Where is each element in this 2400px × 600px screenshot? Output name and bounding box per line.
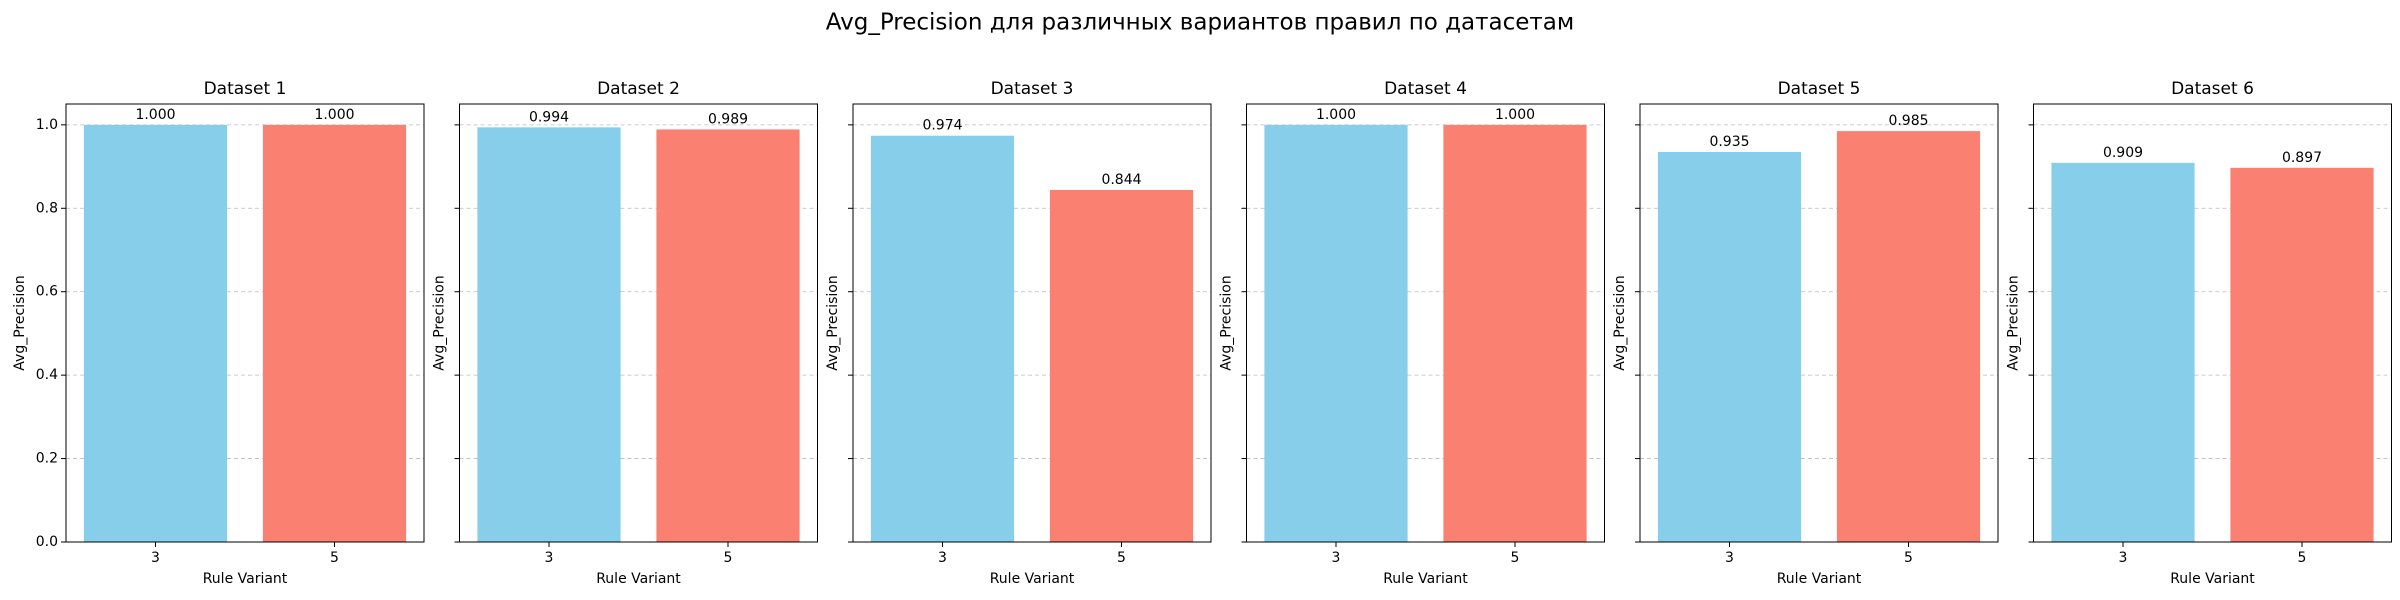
- x-tick-label: 5: [330, 550, 339, 566]
- x-tick-label: 5: [2298, 550, 2307, 566]
- x-tick-label: 3: [2119, 550, 2128, 566]
- value-label: 0.935: [1709, 134, 1749, 150]
- bar: [477, 127, 621, 543]
- value-label: 0.909: [2103, 145, 2143, 161]
- subplot: 0.909 3 0.897 5 Dataset 6 Rule Variant Avg_Pre…: [2006, 79, 2392, 587]
- axes-frame: [1246, 103, 1605, 543]
- x-axis-label: Rule Variant: [990, 571, 1075, 587]
- bar: [2051, 162, 2195, 542]
- subplot-title: Dataset 6: [2171, 79, 2254, 99]
- subplot: 0.0 0.2 0.4 0.6 0.8 1.0 1.000 3 1.000 5 Dataset 1 R…: [12, 79, 425, 587]
- x-tick-label: 3: [1725, 550, 1734, 566]
- axes-frame: [459, 103, 818, 543]
- value-label: 0.897: [2282, 150, 2322, 166]
- x-tick-label: 5: [1117, 550, 1126, 566]
- x-tick-label: 5: [724, 550, 733, 566]
- bar: [1049, 189, 1194, 542]
- subplot: 0.935 3 0.985 5 Dataset 5 Rule Variant Avg_Pre…: [1612, 79, 1999, 587]
- y-axis-label: Avg_Precision: [432, 275, 448, 370]
- y-tick-label: 0.8: [36, 200, 58, 216]
- x-axis-label: Rule Variant: [1777, 571, 1862, 587]
- y-axis-label: Avg_Precision: [1219, 275, 1235, 370]
- value-label: 1.000: [135, 107, 175, 123]
- y-tick-label: 0.2: [36, 451, 58, 467]
- value-label: 1.000: [1495, 107, 1535, 123]
- subplot-title: Dataset 1: [204, 79, 287, 99]
- subplot: 1.000 3 1.000 5 Dataset 4 Rule Variant Avg_Pre…: [1219, 79, 1605, 587]
- x-tick-label: 5: [1511, 550, 1520, 566]
- x-tick-label: 3: [545, 550, 554, 566]
- y-tick-label: 0.6: [36, 284, 58, 300]
- value-label: 1.000: [1316, 107, 1356, 123]
- x-tick-label: 3: [938, 550, 947, 566]
- axes-frame: [2033, 103, 2392, 543]
- subplot-title: Dataset 4: [1384, 79, 1467, 99]
- bar: [1443, 124, 1587, 542]
- value-label: 0.985: [1888, 113, 1928, 129]
- value-label: 0.974: [922, 118, 962, 134]
- axes-frame: [1639, 103, 1999, 543]
- y-axis-label: Avg_Precision: [2006, 275, 2022, 370]
- x-axis-label: Rule Variant: [1383, 571, 1468, 587]
- subplot-title: Dataset 2: [597, 79, 680, 99]
- value-label: 0.844: [1101, 172, 1141, 188]
- value-label: 0.994: [529, 109, 569, 125]
- subplot-title: Dataset 5: [1778, 79, 1861, 99]
- x-axis-label: Rule Variant: [203, 571, 288, 587]
- bar: [1657, 151, 1802, 542]
- figure-title: Avg_Precision для различных вариантов пр…: [826, 10, 1575, 36]
- x-axis-label: Rule Variant: [596, 571, 681, 587]
- bar: [2230, 167, 2374, 542]
- x-axis-label: Rule Variant: [2170, 571, 2255, 587]
- y-tick-label: 1.0: [36, 117, 58, 133]
- bar: [83, 124, 228, 542]
- bar: [1264, 124, 1408, 542]
- subplot: 0.994 3 0.989 5 Dataset 2 Rule Variant Avg_Pre…: [432, 79, 818, 587]
- x-tick-label: 3: [151, 550, 160, 566]
- axes-frame: [65, 103, 425, 543]
- y-axis-label: Avg_Precision: [1612, 275, 1628, 370]
- y-axis-label: Avg_Precision: [12, 275, 28, 370]
- y-tick-label: 0.0: [36, 534, 58, 550]
- x-tick-label: 5: [1904, 550, 1913, 566]
- bar: [870, 135, 1015, 542]
- y-axis-label: Avg_Precision: [825, 275, 841, 370]
- x-tick-label: 3: [1332, 550, 1341, 566]
- y-tick-label: 0.4: [36, 367, 58, 383]
- bar: [656, 129, 800, 542]
- value-label: 1.000: [314, 107, 354, 123]
- subplot-title: Dataset 3: [991, 79, 1074, 99]
- subplot: 0.974 3 0.844 5 Dataset 3 Rule Variant Avg_Pre…: [825, 79, 1212, 587]
- bar: [262, 124, 407, 542]
- axes-frame: [852, 103, 1212, 543]
- value-label: 0.989: [708, 111, 748, 127]
- bar: [1836, 131, 1981, 542]
